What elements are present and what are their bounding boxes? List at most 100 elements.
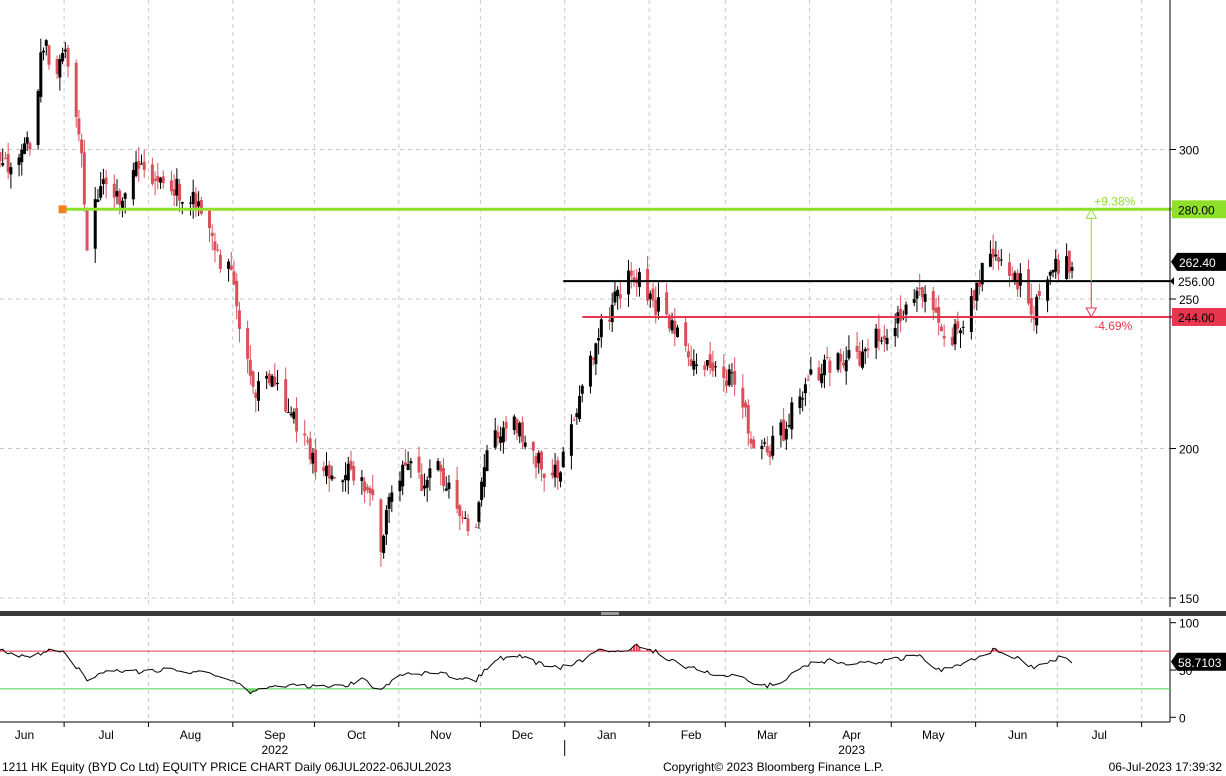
candle-body xyxy=(461,517,465,519)
candle-body xyxy=(216,249,220,251)
candle-body xyxy=(801,398,805,400)
candle-body xyxy=(692,360,696,370)
footer-copyright: Copyright© 2023 Bloomberg Finance L.P. xyxy=(663,760,884,774)
candle-body xyxy=(627,270,631,295)
y-tick-label-rsi: 0 xyxy=(1179,711,1186,725)
y-tick-label-main: 200 xyxy=(1179,443,1199,457)
candle-body xyxy=(403,462,407,466)
candle-body xyxy=(806,379,810,381)
candle-body xyxy=(382,535,386,554)
candle-body xyxy=(1029,297,1033,315)
candle-body xyxy=(961,326,965,328)
x-tick-label: Jul xyxy=(1092,728,1107,742)
candle-body xyxy=(942,335,946,339)
candle-body xyxy=(953,324,957,345)
candle-body xyxy=(199,199,203,214)
candle-body xyxy=(210,232,214,237)
candle-body xyxy=(550,472,554,476)
candle-body xyxy=(787,424,791,427)
level-label-bg-256.00 xyxy=(1172,272,1226,291)
last-price-tag xyxy=(1171,252,1226,271)
candle-body xyxy=(1037,290,1041,296)
candle-body xyxy=(1027,269,1031,304)
candle-body xyxy=(629,270,633,276)
candle-body xyxy=(920,287,924,298)
candle-body xyxy=(493,430,497,448)
candle-body xyxy=(194,193,198,210)
candle-body xyxy=(975,282,979,301)
candle-body xyxy=(303,433,307,436)
candle-body xyxy=(466,518,470,532)
candle-body xyxy=(398,480,402,491)
candle-body xyxy=(20,149,24,163)
candle-body xyxy=(784,428,788,440)
candle-body xyxy=(556,460,560,478)
y-tick-label-main: 250 xyxy=(1179,293,1199,307)
candle-body xyxy=(390,492,394,502)
candle-body xyxy=(727,369,731,386)
rsi-oversold-fill xyxy=(246,688,382,694)
candle-body xyxy=(504,421,508,429)
candle-body xyxy=(22,143,26,154)
candle-body xyxy=(1070,267,1074,271)
candle-body xyxy=(1013,272,1017,281)
candle-body xyxy=(904,304,908,315)
candle-body xyxy=(969,296,973,332)
candle-body xyxy=(893,327,897,337)
candle-body xyxy=(768,450,772,458)
candle-body xyxy=(134,161,138,176)
candle-body xyxy=(882,335,886,340)
candle-body xyxy=(841,362,845,366)
candle-body xyxy=(273,376,277,386)
candle-body xyxy=(137,160,141,169)
candle-body xyxy=(686,351,690,358)
candle-body xyxy=(153,178,157,181)
candle-body xyxy=(251,371,255,387)
candle-body xyxy=(333,477,337,479)
candle-body xyxy=(368,488,372,494)
candle-body xyxy=(96,199,100,202)
candle-body xyxy=(188,202,192,204)
candle-body xyxy=(47,45,51,65)
candle-body xyxy=(439,464,443,472)
candle-body xyxy=(597,337,601,341)
candle-body xyxy=(828,360,832,373)
candle-body xyxy=(863,349,867,352)
candle-body xyxy=(218,254,222,269)
candle-body xyxy=(1018,273,1022,286)
candle-body xyxy=(496,431,500,439)
candle-body xyxy=(610,304,614,323)
candle-body xyxy=(665,292,669,315)
candle-body xyxy=(632,277,636,281)
candle-body xyxy=(311,452,315,464)
candle-body xyxy=(499,436,503,443)
candle-body xyxy=(197,201,201,207)
candle-body xyxy=(344,475,348,481)
candle-body xyxy=(861,351,865,368)
candle-body xyxy=(444,488,448,491)
candle-body xyxy=(782,419,786,441)
candle-body xyxy=(58,59,62,78)
panel-divider-grip xyxy=(601,612,619,615)
candle-body xyxy=(771,435,775,456)
candle-body xyxy=(482,467,486,487)
rsi-overbought-fill xyxy=(0,644,997,652)
candle-body xyxy=(695,364,699,366)
candle-body xyxy=(384,509,388,535)
candle-body xyxy=(477,502,481,522)
candle-body xyxy=(363,481,367,492)
candle-body xyxy=(1010,274,1014,276)
candle-body xyxy=(425,479,429,488)
candle-body xyxy=(325,465,329,477)
candle-body xyxy=(937,306,941,323)
candle-body xyxy=(648,293,652,299)
candle-body xyxy=(820,373,824,384)
candle-body xyxy=(101,179,105,184)
candle-body xyxy=(172,189,176,196)
candle-body xyxy=(447,482,451,490)
candle-body xyxy=(120,200,124,210)
candle-body xyxy=(866,348,870,351)
candle-body xyxy=(779,422,783,436)
candle-body xyxy=(1007,262,1011,276)
candle-body xyxy=(1,163,5,166)
